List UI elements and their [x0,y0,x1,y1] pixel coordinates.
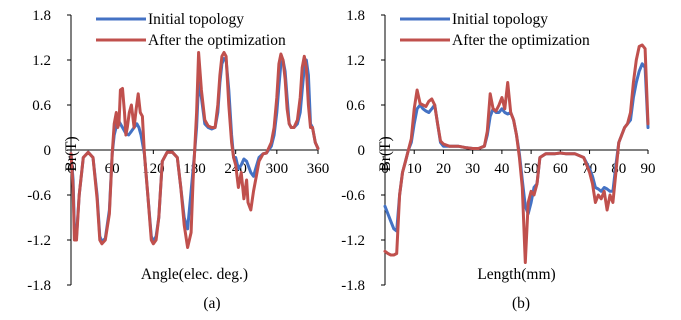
chart-a-legend: Initial topology After the optimization [96,11,286,49]
chart-a-y-tick-label: -1.8 [27,278,51,294]
chart-a-legend-label: After the optimization [148,32,286,49]
chart-b-x-axis-label: Length(mm) [477,266,555,283]
chart-a-y-tick-label: 0.6 [32,98,51,114]
chart-b-x-tick-label: 40 [494,161,509,177]
chart-b-y-tick-label: 0 [358,143,366,159]
chart-b-y-tick-label: 0.6 [346,98,365,114]
chart-b-caption: (b) [512,295,530,312]
chart-b-y-tick-label: -0.6 [341,188,365,204]
chart-a-legend-label: Initial topology [148,11,244,28]
chart-a-y-tick-label: 0 [44,143,52,159]
chart-b-y-tick-label: -1.8 [341,278,365,294]
chart-b-legend-label: Initial topology [452,11,548,28]
chart-b-x-tick-label: 10 [407,161,422,177]
chart-a-y-tick-label: 1.8 [32,8,51,24]
chart-a-y-tick-label: 1.2 [32,53,51,69]
chart-b-x-tick-label: 50 [524,161,539,177]
chart-a-y-tick-label: -1.2 [27,233,51,249]
chart-b-x-tick-label: 90 [641,161,656,177]
chart-a-x-axis-label: Angle(elec. deg.) [141,266,248,283]
chart-a-y-tick-label: -0.6 [27,188,51,204]
chart-b-series-after-optimization-line [385,45,648,263]
chart-b-x-tick-label: 20 [436,161,451,177]
chart-b-x-tick-label: 60 [553,161,568,177]
chart-a-x-tick-label: 300 [266,161,289,177]
chart-b-legend: Initial topology After the optimization [400,11,590,49]
chart-b-y-tick-label: 1.2 [346,53,365,69]
chart-a-x-tick-label: 360 [307,161,330,177]
chart-b-panel: 1.81.20.60-0.6-1.2-1.80 10 20 30 40 50 60 70 80 9… [341,8,655,312]
chart-a-y-axis-label: Br(T) [63,136,80,171]
chart-a-caption: (a) [203,295,220,312]
chart-b-y-tick-label: 1.8 [346,8,365,24]
chart-b-legend-label: After the optimization [452,32,590,49]
chart-b-y-tick-label: -1.2 [341,233,365,249]
chart-b-y-axis-label: Br(T) [377,136,394,171]
chart-a-panel: 1.81.20.60-0.6-1.2-1.80 60 120 180 240 300 360… [27,8,329,312]
chart-b-x-tick-label: 30 [465,161,480,177]
